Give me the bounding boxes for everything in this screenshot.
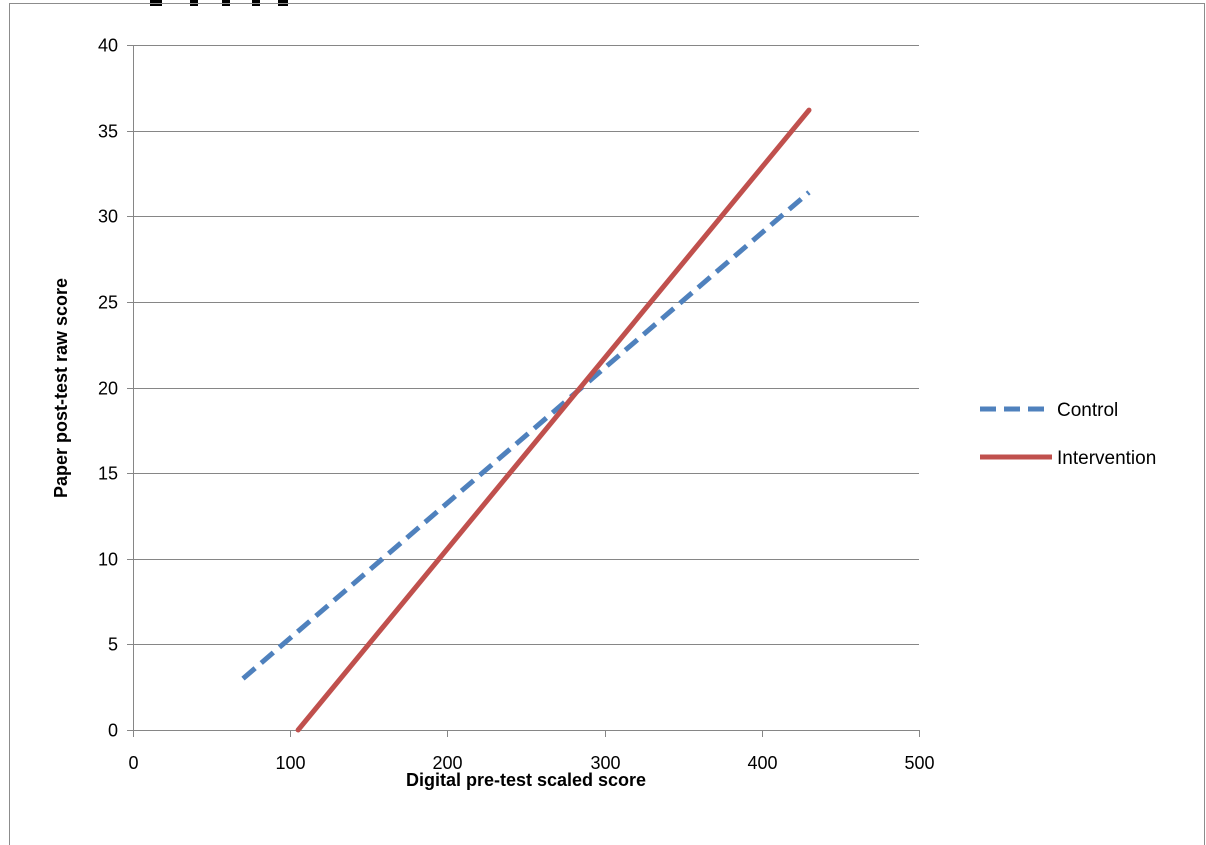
y-axis-title: Paper post-test raw score	[51, 278, 71, 498]
y-tick-label: 30	[98, 207, 118, 227]
y-tick-label: 0	[108, 721, 118, 741]
x-tick-label: 200	[432, 753, 462, 773]
x-tick-label: 500	[904, 753, 934, 773]
y-tick-label: 40	[98, 36, 118, 56]
x-tick-labels: 0 100 200 300 400 500	[128, 753, 934, 773]
axes	[127, 45, 920, 737]
x-tick-label: 400	[747, 753, 777, 773]
y-tick-label: 10	[98, 550, 118, 570]
legend-label-intervention: Intervention	[1057, 448, 1156, 469]
x-axis-title: Digital pre-test scaled score	[406, 770, 646, 790]
y-tick-label: 35	[98, 122, 118, 142]
y-tick-label: 20	[98, 379, 118, 399]
legend: Control Intervention	[980, 400, 1156, 469]
y-tick-label: 25	[98, 293, 118, 313]
x-tick-label: 100	[275, 753, 305, 773]
x-tick-label: 300	[590, 753, 620, 773]
y-tick-label: 15	[98, 464, 118, 484]
series-lines	[241, 107, 812, 733]
series-line-control	[241, 190, 811, 681]
x-tick-label: 0	[128, 753, 138, 773]
y-tick-label: 5	[108, 635, 118, 655]
legend-label-control: Control	[1057, 400, 1118, 421]
chart-border	[9, 3, 1205, 845]
gridlines	[133, 45, 919, 645]
series-line-intervention	[295, 107, 812, 733]
y-tick-labels: 0 5 10 15 20 25 30 35 40	[98, 36, 118, 741]
